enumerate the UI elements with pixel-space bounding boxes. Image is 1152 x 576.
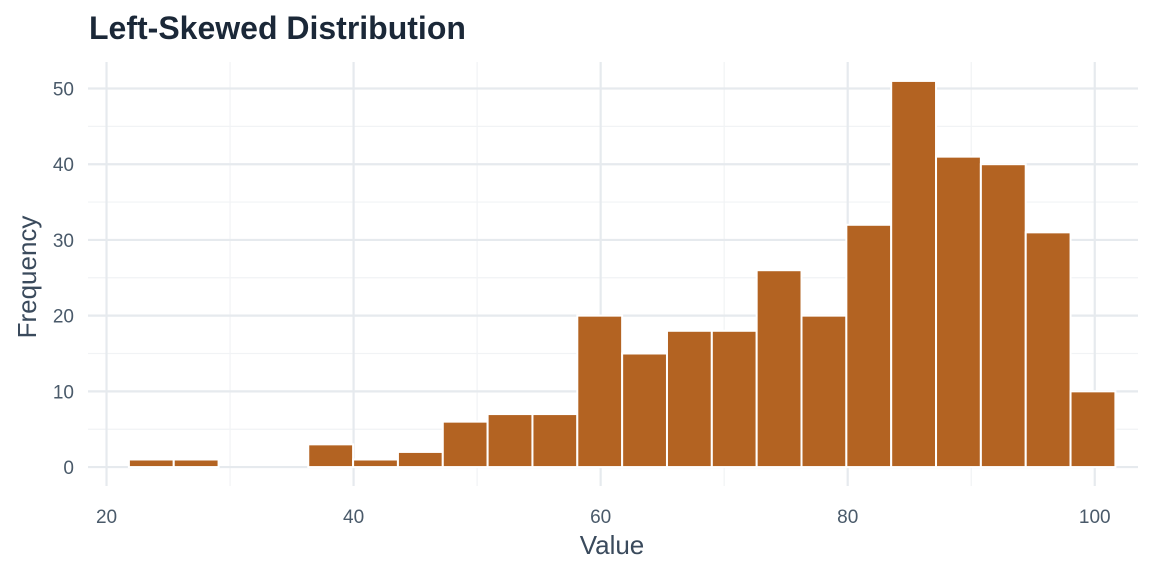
histogram-bar xyxy=(979,163,1027,469)
x-axis-ticks: 20 40 60 80 100 xyxy=(96,507,1111,528)
histogram-bar xyxy=(890,79,938,469)
x-tick-label: 60 xyxy=(590,507,611,528)
histogram-bar xyxy=(352,458,399,469)
histogram-bar xyxy=(531,413,579,469)
x-tick-label: 20 xyxy=(96,507,117,528)
x-tick-label: 80 xyxy=(837,507,858,528)
histogram-bar xyxy=(755,269,803,469)
y-tick-label: 10 xyxy=(53,382,74,403)
histogram-bar xyxy=(486,413,534,469)
histogram-bar xyxy=(935,155,982,469)
histogram-bars xyxy=(127,79,1117,469)
y-tick-label: 20 xyxy=(53,307,74,328)
y-axis-title: Frequency xyxy=(12,216,42,339)
histogram-bar xyxy=(845,223,893,469)
y-tick-label: 50 xyxy=(53,80,74,101)
histogram-bar xyxy=(127,458,175,469)
chart-title: Left-Skewed Distribution xyxy=(89,10,466,46)
histogram-bar xyxy=(172,458,220,469)
histogram-bar xyxy=(1024,231,1072,469)
y-axis-ticks: 0 10 20 30 40 50 xyxy=(53,80,74,480)
x-tick-label: 40 xyxy=(343,507,364,528)
histogram-bar xyxy=(396,450,444,469)
histogram-bar xyxy=(307,443,355,469)
y-tick-label: 30 xyxy=(53,231,74,252)
y-tick-label: 40 xyxy=(53,155,74,176)
histogram-bar xyxy=(800,314,848,469)
histogram-bar xyxy=(441,420,489,469)
histogram-bar xyxy=(710,329,758,469)
x-axis-title: Value xyxy=(580,530,645,560)
y-tick-label: 0 xyxy=(63,458,74,479)
histogram-bar xyxy=(621,352,668,469)
histogram-bar xyxy=(1069,390,1117,469)
histogram-bar xyxy=(576,314,624,469)
histogram-bar xyxy=(665,329,713,469)
x-tick-label: 100 xyxy=(1079,507,1111,528)
